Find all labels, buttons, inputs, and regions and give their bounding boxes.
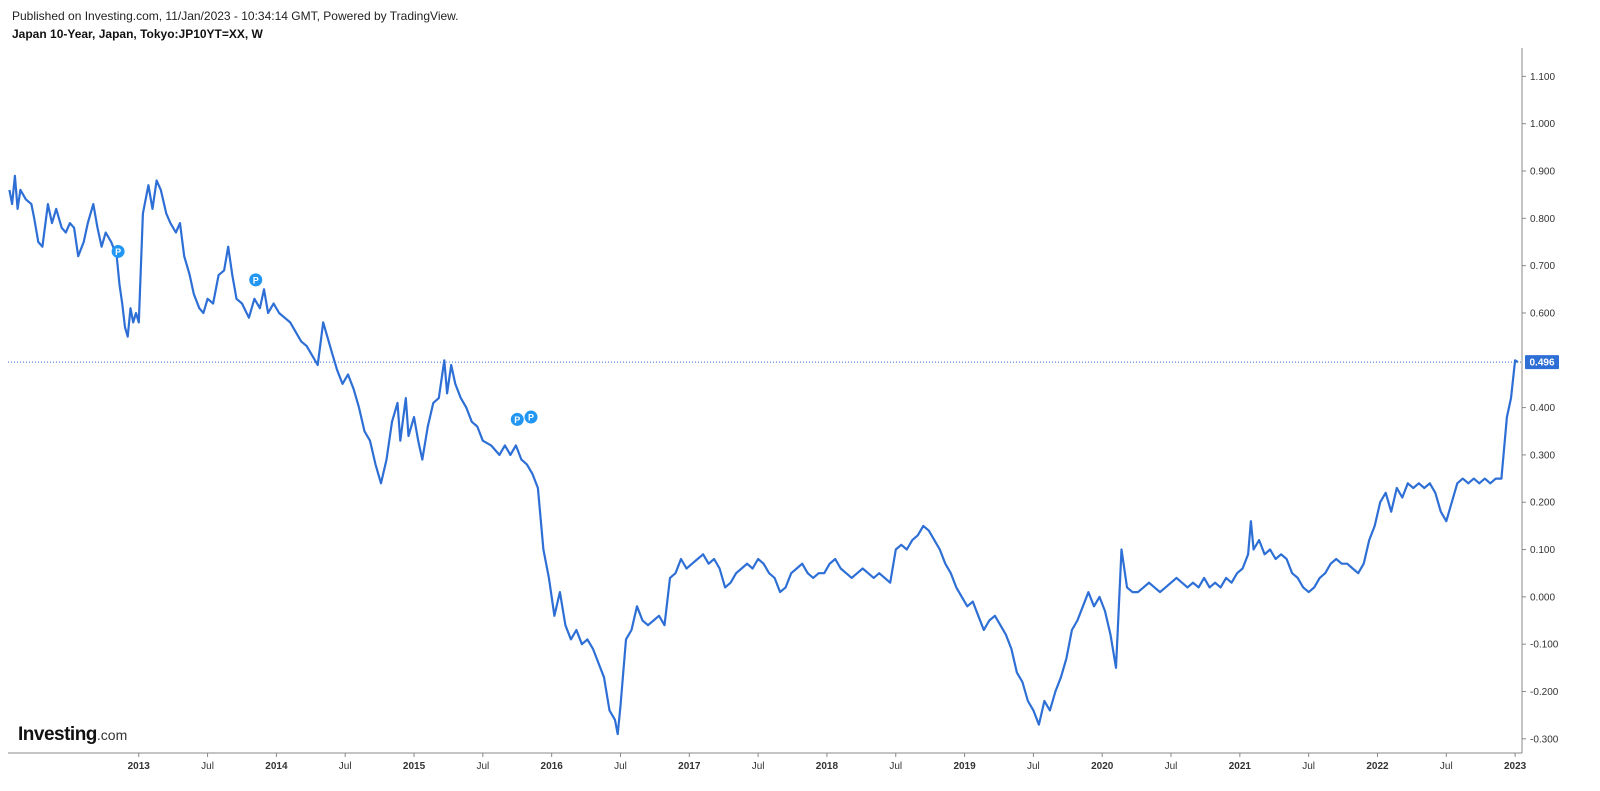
investing-logo: Investing.com	[18, 724, 127, 746]
x-tick-label: Jul	[1165, 761, 1178, 772]
x-tick-label: 2020	[1091, 761, 1114, 772]
y-tick-label: 1.100	[1530, 72, 1555, 83]
x-tick-label: Jul	[339, 761, 352, 772]
y-tick-label: -0.300	[1530, 734, 1559, 745]
x-tick-label: Jul	[614, 761, 627, 772]
event-marker-label: P	[115, 247, 121, 257]
chart-symbol-title: Japan 10-Year, Japan, Tokyo:JP10YT=XX, W	[12, 27, 263, 41]
x-tick-label: 2019	[953, 761, 976, 772]
x-tick-label: 2014	[265, 761, 288, 772]
x-tick-label: 2018	[816, 761, 839, 772]
event-marker-label: P	[253, 275, 259, 285]
x-tick-label: Jul	[889, 761, 902, 772]
logo-suffix: .com	[96, 727, 128, 743]
x-tick-label: 2023	[1504, 761, 1527, 772]
x-tick-label: Jul	[1440, 761, 1453, 772]
event-marker	[524, 410, 538, 424]
last-value-label: 0.496	[1529, 358, 1554, 369]
x-tick-label: 2022	[1366, 761, 1389, 772]
logo-wordmark: Investing	[18, 724, 97, 745]
y-tick-label: 0.000	[1530, 592, 1555, 603]
x-tick-label: 2015	[403, 761, 426, 772]
x-tick-label: Jul	[1027, 761, 1040, 772]
event-marker	[111, 244, 125, 258]
y-tick-label: 0.400	[1530, 403, 1555, 414]
x-tick-label: 2016	[541, 761, 564, 772]
event-marker	[249, 273, 263, 287]
y-tick-label: 1.000	[1530, 119, 1555, 130]
y-tick-label: 0.700	[1530, 261, 1555, 272]
x-tick-label: 2017	[678, 761, 701, 772]
event-marker-label: P	[514, 415, 520, 425]
y-tick-label: 0.800	[1530, 214, 1555, 225]
y-tick-label: 0.900	[1530, 167, 1555, 178]
x-tick-label: Jul	[752, 761, 765, 772]
y-tick-label: 0.200	[1530, 498, 1555, 509]
x-tick-label: Jul	[1302, 761, 1315, 772]
y-tick-label: -0.200	[1530, 687, 1559, 698]
y-tick-label: 0.600	[1530, 308, 1555, 319]
event-marker-label: P	[528, 413, 534, 423]
y-tick-label: 0.100	[1530, 545, 1555, 556]
series-line	[8, 174, 1519, 736]
y-tick-label: 0.300	[1530, 450, 1555, 461]
x-tick-label: 2021	[1229, 761, 1252, 772]
y-tick-label: -0.100	[1530, 640, 1559, 651]
last-value-badge	[1525, 355, 1559, 370]
x-tick-label: Jul	[476, 761, 489, 772]
published-caption: Published on Investing.com, 11/Jan/2023 …	[12, 9, 459, 23]
x-tick-label: 2013	[128, 761, 151, 772]
event-marker	[510, 412, 524, 426]
x-tick-label: Jul	[201, 761, 214, 772]
